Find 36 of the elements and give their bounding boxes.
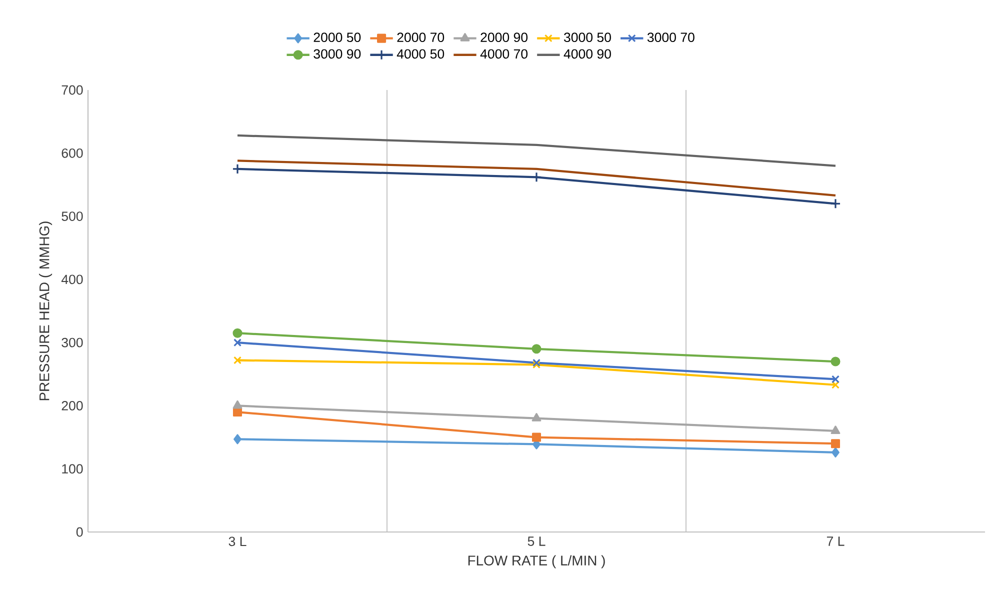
point xyxy=(234,434,242,444)
x-axis-title: FLOW RATE ( L/MIN ) xyxy=(468,555,605,568)
legend-label: 3000 50 xyxy=(564,32,611,42)
y-tick-label: 500 xyxy=(62,212,83,221)
point xyxy=(832,375,840,384)
legend-label: 4000 90 xyxy=(564,49,611,59)
y-tick-label: 100 xyxy=(62,464,83,474)
point xyxy=(234,356,242,364)
y-tick-label: 300 xyxy=(62,338,83,348)
point xyxy=(830,356,840,366)
point xyxy=(532,432,542,442)
point xyxy=(830,426,840,434)
legend-label: 3000 70 xyxy=(647,32,694,42)
legend-label: 2000 90 xyxy=(480,32,528,42)
point xyxy=(830,198,841,209)
x-tick-label: 5 L xyxy=(528,536,546,546)
legend-label: 4000 70 xyxy=(480,49,528,59)
point xyxy=(532,413,542,422)
y-axis-title: PRESSURE HEAD ( MMHG) xyxy=(39,222,52,400)
y-tick-label: 700 xyxy=(62,85,83,95)
point xyxy=(234,338,242,347)
point xyxy=(832,447,840,458)
point xyxy=(232,400,242,409)
point xyxy=(532,344,542,354)
point xyxy=(232,328,242,338)
legend-label: 2000 70 xyxy=(397,32,444,42)
y-tick-label: 600 xyxy=(62,148,83,158)
legend-label: 2000 50 xyxy=(314,32,361,42)
x-tick-label: 3 L xyxy=(228,536,246,546)
y-tick-label: 0 xyxy=(76,527,83,537)
y-tick-label: 200 xyxy=(62,401,83,410)
x-tick-label: 7 L xyxy=(826,536,844,546)
legend-label: 3000 90 xyxy=(314,49,361,59)
legend-label: 4000 50 xyxy=(396,49,444,59)
point xyxy=(830,439,840,448)
y-tick-label: 400 xyxy=(61,274,83,284)
